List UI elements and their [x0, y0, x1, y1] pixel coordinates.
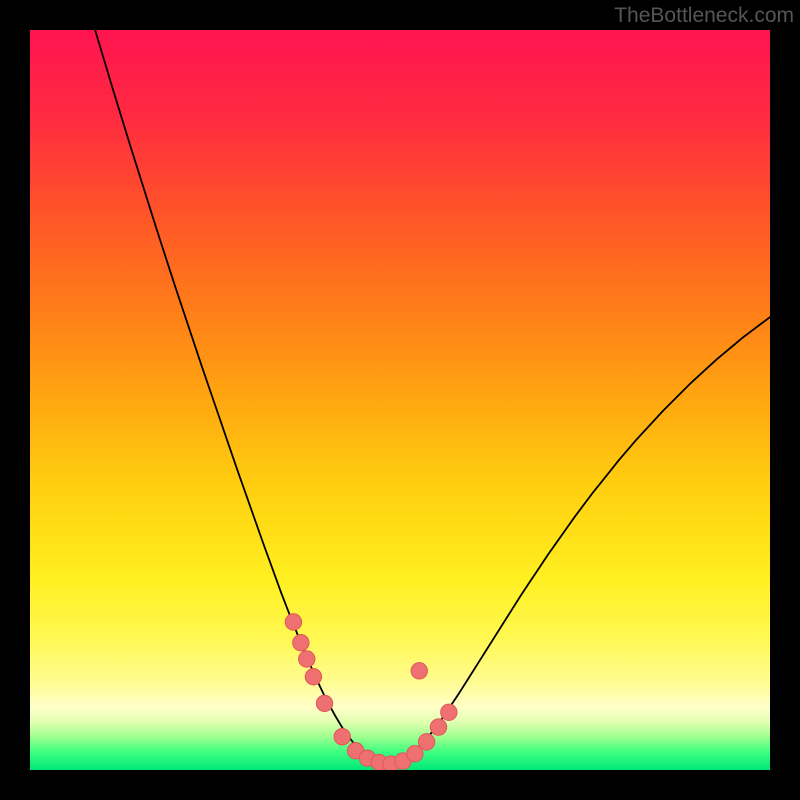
curve-marker [411, 663, 427, 679]
curve-marker [441, 704, 457, 720]
watermark-text: TheBottleneck.com [614, 4, 794, 28]
curve-marker [430, 719, 446, 735]
curve-marker [305, 669, 321, 685]
bottleneck-curve-chart [30, 30, 770, 770]
curve-marker [316, 695, 332, 711]
curve-marker [334, 729, 350, 745]
curve-marker [285, 614, 301, 630]
curve-marker [418, 734, 434, 750]
plot-area [30, 30, 770, 770]
curve-marker [293, 635, 309, 651]
chart-frame: TheBottleneck.com [0, 0, 800, 800]
curve-marker [299, 651, 315, 667]
chart-background [30, 30, 770, 770]
